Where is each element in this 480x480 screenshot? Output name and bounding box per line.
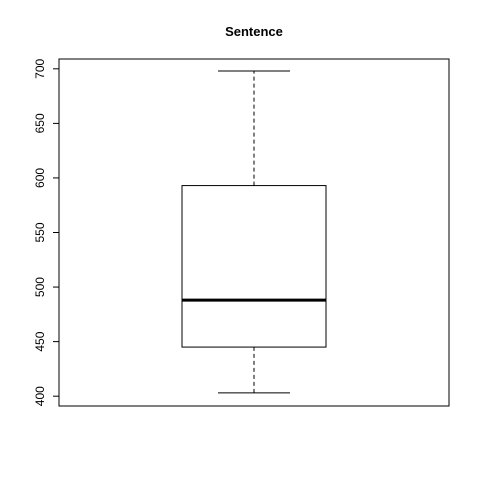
y-tick-label: 400	[33, 386, 47, 406]
y-tick-label: 500	[33, 277, 47, 297]
y-tick-label: 600	[33, 168, 47, 188]
y-tick-label: 450	[33, 331, 47, 351]
iqr-box	[181, 185, 327, 348]
y-tick-label: 700	[33, 58, 47, 78]
y-axis: 400 450 500 550 600 650 700	[33, 58, 60, 406]
y-tick-label: 550	[33, 222, 47, 242]
chart-title: Sentence	[225, 24, 283, 39]
y-tick-label: 650	[33, 113, 47, 133]
box-plot	[181, 70, 327, 394]
